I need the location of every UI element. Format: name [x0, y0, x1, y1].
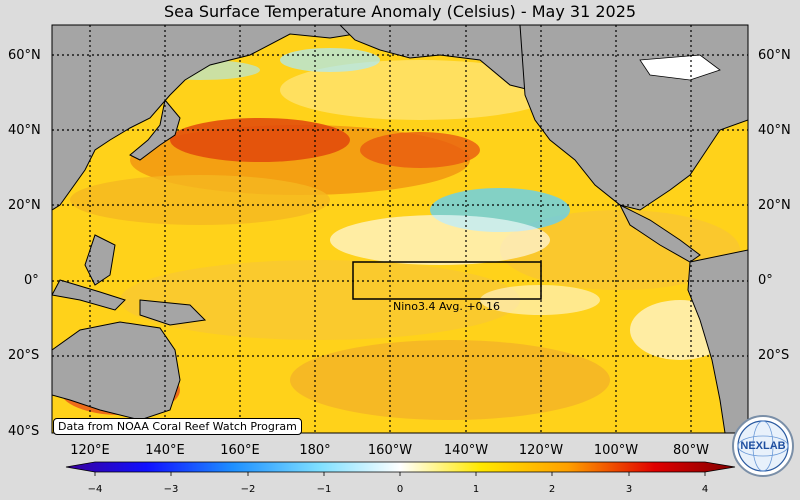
lon-label: 180°	[299, 443, 331, 458]
lon-label: 140°E	[145, 443, 185, 458]
lon-label: 140°W	[443, 443, 489, 458]
lon-label: 160°E	[220, 443, 260, 458]
lat-label-right: 60°N	[758, 48, 791, 63]
lat-label-left: 0°	[24, 273, 39, 288]
lat-label-right: 0°	[758, 273, 773, 288]
lat-label-left: 20°S	[8, 348, 40, 363]
colorbar-tick-label: −1	[316, 484, 332, 495]
colorbar-tick-label: −4	[87, 484, 103, 495]
colorbar-tick-label: 4	[701, 484, 709, 495]
nino34-label: Nino3.4 Avg. +0.16	[393, 300, 501, 313]
colorbar-tick-marks	[94, 472, 706, 476]
graticule	[52, 25, 748, 433]
lat-label-left: 40°S	[8, 424, 40, 439]
lat-label-left: 40°N	[8, 123, 41, 138]
lat-label-left: 60°N	[8, 48, 41, 63]
colorbar-tick-label: 2	[548, 484, 556, 495]
colorbar-tick-label: −3	[163, 484, 179, 495]
colorbar-tick-label: 0	[396, 484, 404, 495]
lat-label-right: 20°N	[758, 198, 791, 213]
australia-landmass	[52, 321, 181, 421]
lat-label-left: 20°N	[8, 198, 41, 213]
colorbar-tick-label: −2	[240, 484, 256, 495]
colorbar-tick-label: 3	[625, 484, 633, 495]
colorbar-tick-label: 1	[472, 484, 480, 495]
lat-label-right: 20°S	[758, 348, 790, 363]
hot-anomaly-region	[170, 118, 350, 162]
lon-label: 100°W	[593, 443, 639, 458]
map-frame	[51, 24, 749, 434]
nino34-box	[352, 261, 542, 300]
lon-label: 120°E	[70, 443, 110, 458]
logo-text: NEXLAB	[740, 440, 785, 452]
data-credit: Data from NOAA Coral Reef Watch Program	[53, 418, 302, 435]
lon-label: 120°W	[518, 443, 564, 458]
lat-label-right: 40°N	[758, 123, 791, 138]
lon-label: 80°W	[673, 443, 709, 458]
nexlab-logo: NEXLAB	[732, 415, 794, 477]
south-america-landmass	[687, 249, 748, 433]
colorbar	[65, 461, 736, 473]
lon-label: 160°W	[367, 443, 413, 458]
map-area	[52, 25, 748, 433]
map-title: Sea Surface Temperature Anomaly (Celsius…	[163, 2, 637, 21]
